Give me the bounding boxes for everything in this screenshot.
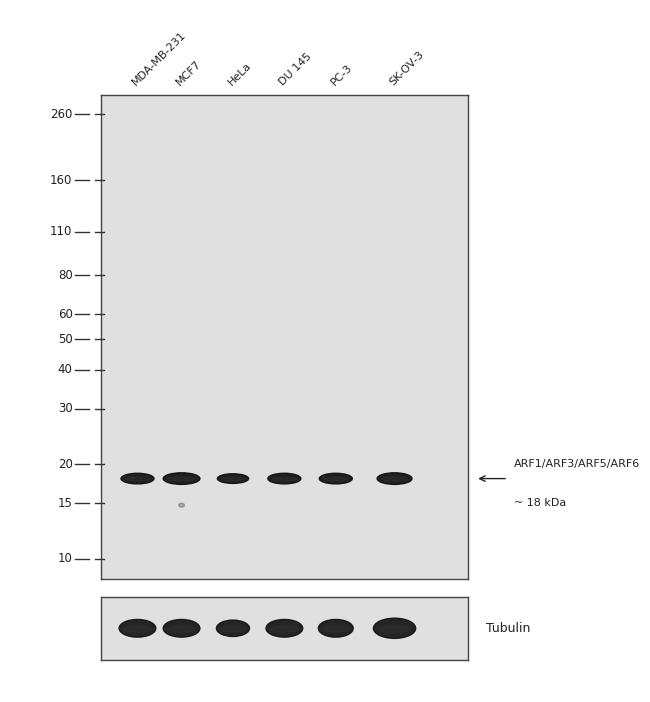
- Text: MCF7: MCF7: [174, 58, 203, 88]
- Ellipse shape: [121, 473, 154, 484]
- Ellipse shape: [119, 619, 156, 637]
- Text: 50: 50: [58, 333, 73, 345]
- Ellipse shape: [318, 619, 353, 637]
- Text: MDA-MB-231: MDA-MB-231: [131, 29, 188, 88]
- Ellipse shape: [266, 619, 303, 637]
- Ellipse shape: [270, 626, 298, 633]
- Text: PC-3: PC-3: [329, 62, 354, 88]
- Text: 20: 20: [58, 458, 73, 471]
- Text: SK-OV-3: SK-OV-3: [387, 49, 426, 88]
- Ellipse shape: [379, 625, 410, 633]
- Ellipse shape: [221, 477, 244, 481]
- Text: Tubulin: Tubulin: [486, 622, 530, 635]
- Ellipse shape: [163, 472, 200, 484]
- Text: 10: 10: [58, 552, 73, 565]
- Ellipse shape: [163, 619, 200, 637]
- Text: HeLa: HeLa: [226, 60, 253, 88]
- Text: 15: 15: [58, 497, 73, 510]
- Ellipse shape: [272, 477, 297, 481]
- Ellipse shape: [179, 503, 185, 507]
- Ellipse shape: [319, 473, 352, 484]
- Text: DU 145: DU 145: [278, 51, 313, 88]
- Ellipse shape: [168, 477, 195, 481]
- Ellipse shape: [324, 477, 348, 481]
- Ellipse shape: [374, 618, 415, 638]
- Text: 260: 260: [50, 107, 73, 121]
- Text: 60: 60: [58, 307, 73, 321]
- Ellipse shape: [124, 626, 151, 633]
- Ellipse shape: [322, 626, 349, 633]
- Text: 40: 40: [58, 363, 73, 376]
- Text: 110: 110: [50, 225, 73, 238]
- Ellipse shape: [217, 474, 248, 484]
- Ellipse shape: [268, 473, 301, 484]
- Text: ~ 18 kDa: ~ 18 kDa: [514, 498, 566, 508]
- Ellipse shape: [382, 477, 408, 481]
- Ellipse shape: [377, 472, 412, 484]
- Text: 30: 30: [58, 402, 73, 416]
- Text: ARF1/ARF3/ARF5/ARF6: ARF1/ARF3/ARF5/ARF6: [514, 459, 640, 469]
- Ellipse shape: [168, 626, 195, 633]
- Ellipse shape: [220, 626, 245, 632]
- Ellipse shape: [216, 620, 250, 637]
- Text: 160: 160: [50, 174, 73, 187]
- Text: 80: 80: [58, 268, 73, 282]
- Ellipse shape: [125, 477, 150, 481]
